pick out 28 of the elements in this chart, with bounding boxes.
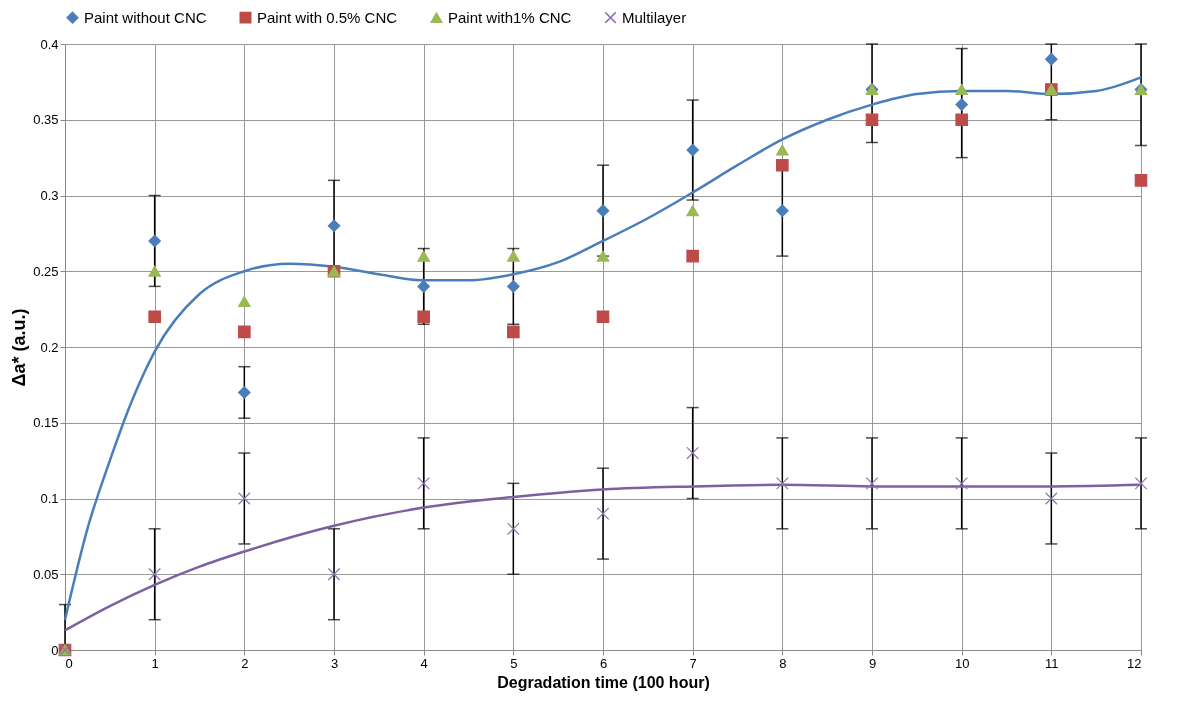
x-tick-label: 4: [420, 655, 428, 671]
y-tick-label: 0.05: [33, 566, 59, 582]
x-tick-label: 5: [510, 655, 518, 671]
x-tick-label: 2: [241, 655, 249, 671]
y-tick-label: 0.1: [40, 491, 59, 506]
y-tick-label: 0: [51, 642, 59, 658]
x-tick-label: 3: [330, 655, 339, 671]
y-tick-label: 0.3: [40, 188, 59, 203]
x-tick-label: 12: [1127, 655, 1142, 671]
x-tick-label: 1: [151, 655, 159, 671]
legend-label: Multilayer: [622, 8, 687, 26]
x-tick-label: 11: [1045, 655, 1059, 671]
y-tick-label: 0.2: [40, 339, 59, 355]
legend-label: Paint with 0.5% CNC: [257, 8, 398, 26]
y-tick-label: 0.25: [33, 263, 59, 279]
x-tick-label: 6: [599, 655, 608, 671]
x-tick-label: 8: [779, 655, 787, 671]
x-tick-label: 7: [689, 655, 697, 671]
y-tick-label: 0.35: [33, 112, 59, 128]
x-tick-label: 10: [954, 655, 970, 671]
y-tick-label: 0.4: [40, 36, 59, 52]
x-tick-label: 9: [868, 655, 877, 671]
legend-label: Paint with1% CNC: [448, 8, 572, 26]
y-tick-label: 0.15: [33, 415, 59, 431]
y-axis-title: Δa* (a.u.): [9, 308, 30, 387]
x-axis-title: Degradation time (100 hour): [497, 673, 710, 691]
legend-label: Paint without CNC: [84, 8, 207, 26]
x-tick-label: 0: [65, 655, 73, 671]
